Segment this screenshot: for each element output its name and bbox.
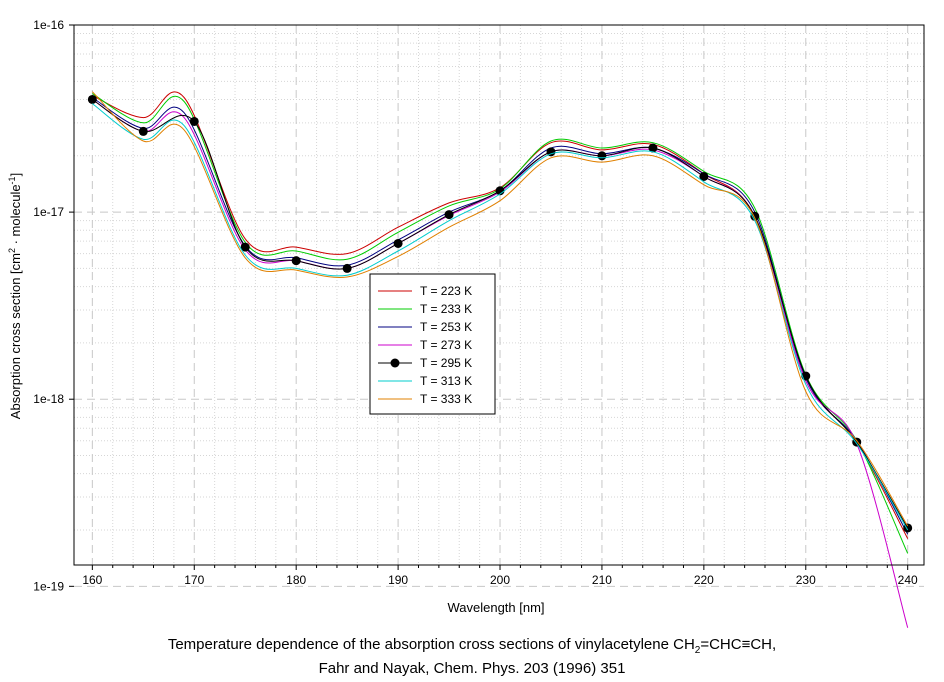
data-point-295k bbox=[495, 186, 505, 196]
plot-area-background bbox=[74, 25, 924, 565]
legend-label: T = 295 K bbox=[420, 356, 472, 370]
legend-label: T = 233 K bbox=[420, 302, 472, 316]
x-tick-label: 230 bbox=[796, 573, 816, 587]
series-group bbox=[87, 91, 913, 628]
data-point-295k bbox=[138, 126, 148, 136]
legend-label: T = 223 K bbox=[420, 284, 472, 298]
y-tick-label: 1e-19 bbox=[33, 579, 64, 593]
caption-line-1: Temperature dependence of the absorption… bbox=[167, 636, 777, 656]
legend: T = 223 K T = 233 K T = 253 K T = 273 K T = … bbox=[369, 273, 496, 415]
legend-label: T = 253 K bbox=[420, 320, 472, 334]
x-tick-label: 160 bbox=[82, 573, 102, 587]
x-tick-label: 220 bbox=[694, 573, 714, 587]
y-tick-label: 1e-17 bbox=[33, 205, 64, 219]
y-tick-label: 1e-16 bbox=[33, 18, 64, 32]
x-tick-label: 240 bbox=[898, 573, 918, 587]
legend-label: T = 273 K bbox=[420, 338, 472, 352]
legend-box bbox=[369, 273, 496, 415]
x-tick-label: 200 bbox=[490, 573, 510, 587]
legend-marker bbox=[390, 358, 400, 368]
data-point-295k bbox=[597, 151, 607, 161]
absorption-chart: 160 170 180 190 200 210 220 230 240 1e-19 1e-18 1e-… bbox=[7, 18, 925, 628]
data-point-295k bbox=[240, 242, 250, 252]
data-point-295k bbox=[444, 210, 454, 220]
x-tick-label: 210 bbox=[592, 573, 612, 587]
data-point-295k bbox=[546, 147, 556, 157]
x-axis-label: Wavelength [nm] bbox=[447, 600, 544, 615]
plot-frame bbox=[73, 24, 925, 566]
series-line-295k bbox=[92, 99, 909, 529]
data-point-295k bbox=[87, 94, 97, 104]
x-tick-label: 170 bbox=[184, 573, 204, 587]
data-point-295k bbox=[342, 263, 352, 273]
data-point-295k bbox=[699, 171, 709, 181]
y-axis-label: Absorption cross section [cm2 · molecule… bbox=[7, 173, 23, 419]
series-line-233k bbox=[92, 93, 909, 554]
legend-label: T = 313 K bbox=[420, 374, 472, 388]
data-point-295k bbox=[648, 143, 658, 153]
data-point-295k bbox=[291, 256, 301, 266]
x-tick-label: 180 bbox=[286, 573, 306, 587]
y-tick-label: 1e-18 bbox=[33, 392, 64, 406]
data-point-295k bbox=[189, 116, 199, 126]
legend-label: T = 333 K bbox=[420, 392, 472, 406]
data-point-295k bbox=[393, 238, 403, 248]
series-line-333k bbox=[91, 91, 909, 527]
series-line-313k bbox=[92, 103, 909, 531]
caption-line-2: Fahr and Nayak, Chem. Phys. 203 (1996) 3… bbox=[318, 660, 626, 677]
x-tick-label: 190 bbox=[388, 573, 408, 587]
axis-ticks: 160 170 180 190 200 210 220 230 240 1e-19 1e-18 1e-… bbox=[33, 18, 918, 593]
